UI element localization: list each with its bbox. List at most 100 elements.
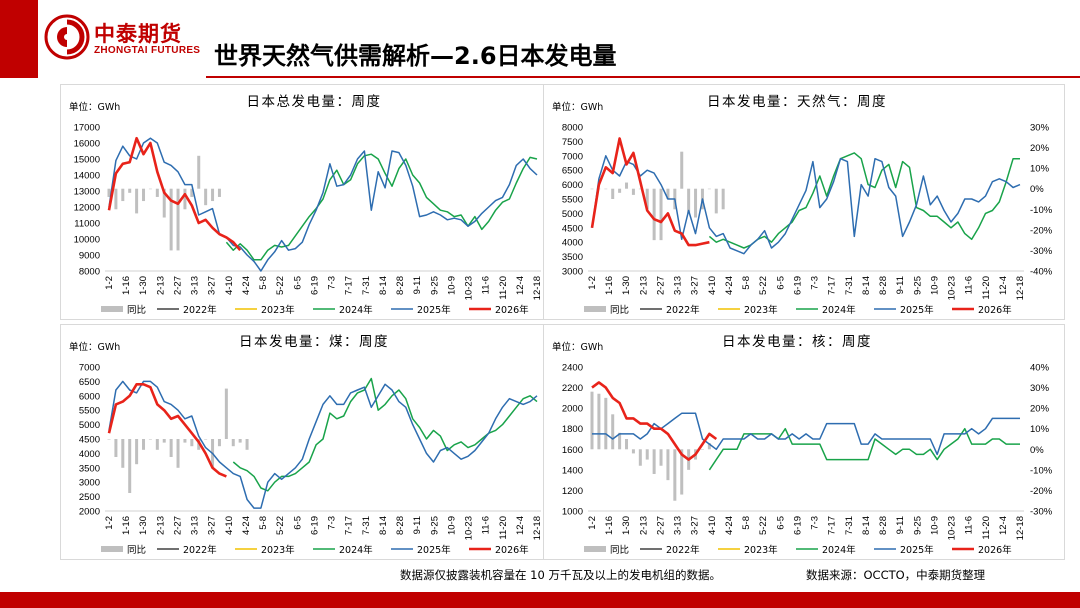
- unit-label: 单位：GWh: [69, 101, 120, 113]
- y-tick-label: 4500: [562, 223, 583, 234]
- yoy-bar: [121, 439, 125, 468]
- x-tick-label: 9-11: [895, 516, 906, 534]
- legend: 同比 2022年 2023年 2024年 2025年 2026年: [584, 544, 1012, 556]
- x-tick-label: 2-13: [155, 276, 166, 295]
- x-tick-label: 9-11: [412, 516, 423, 534]
- y2-tick-label: -20%: [1030, 225, 1053, 236]
- yoy-bar: [190, 439, 194, 447]
- page-title: 世界天然气供需解析—2.6日本发电量: [214, 42, 617, 70]
- x-tick-label: 12-4: [998, 276, 1009, 295]
- x-tick-label: 3-27: [690, 276, 701, 295]
- yoy-bar: [176, 439, 180, 468]
- x-tick-label: 9-11: [412, 276, 423, 294]
- legend-swatch-yoy: [584, 546, 606, 552]
- x-tick-label: 5-8: [258, 276, 269, 290]
- x-tick-label: 1-30: [621, 276, 632, 295]
- series-line-2026: [107, 136, 242, 252]
- legend-label: 2024年: [822, 304, 856, 316]
- x-tick-label: 9-11: [895, 276, 906, 294]
- y-tick-label: 10000: [74, 235, 100, 246]
- y-tick-label: 6000: [562, 180, 583, 191]
- yoy-bar: [694, 188, 698, 218]
- x-tick-label: 6-5: [292, 516, 303, 530]
- yoy-bar: [183, 439, 187, 443]
- brand-side-bar: [0, 0, 38, 78]
- y2-tick-label: 20%: [1030, 404, 1050, 415]
- series-line-2024: [708, 152, 1020, 249]
- x-tick-label: 8-14: [378, 276, 389, 295]
- yoy-bar: [114, 188, 118, 210]
- y-tick-label: 1600: [562, 445, 583, 456]
- yoy-bar: [721, 188, 725, 210]
- x-tick-label: 5-22: [275, 276, 286, 295]
- x-tick-label: 3-27: [690, 516, 701, 535]
- legend-label: 2022年: [183, 544, 217, 556]
- brand-bottom-bar: [0, 592, 1080, 608]
- chart-title: 日本发电量：天然气：周度: [707, 93, 887, 110]
- yoy-bar: [625, 439, 629, 450]
- y-tick-label: 17000: [74, 123, 100, 134]
- yoy-bar: [155, 188, 159, 197]
- y-tick-label: 6500: [562, 166, 583, 177]
- x-tick-label: 12-4: [998, 516, 1009, 535]
- y-tick-label: 7000: [562, 151, 583, 162]
- yoy-bar: [128, 439, 132, 493]
- x-tick-label: 11-6: [964, 516, 975, 534]
- x-tick-label: 9-25: [912, 276, 923, 295]
- unit-label: 单位：GWh: [69, 341, 120, 353]
- y-tick-label: 5000: [79, 420, 100, 431]
- yoy-bar: [135, 188, 139, 214]
- y-tick-label: 1800: [562, 424, 583, 435]
- y-tick-label: 6500: [79, 377, 100, 388]
- y2-tick-label: 20%: [1030, 143, 1050, 154]
- yoy-bar: [231, 439, 235, 447]
- y-tick-label: 5000: [562, 209, 583, 220]
- y-tick-label: 1200: [562, 486, 583, 497]
- legend-label: 2023年: [744, 304, 778, 316]
- x-tick-label: 4-24: [724, 516, 735, 535]
- series-line-2024: [232, 377, 538, 492]
- legend-label: 2022年: [666, 304, 700, 316]
- x-tick-label: 9-25: [912, 516, 923, 535]
- yoy-bar: [680, 151, 684, 189]
- yoy-bar: [224, 388, 228, 439]
- y-tick-label: 5500: [79, 406, 100, 417]
- yoy-bar: [162, 439, 166, 443]
- y-tick-label: 3000: [79, 478, 100, 489]
- x-tick-label: 4-10: [707, 516, 718, 535]
- x-tick-label: 10-23: [947, 276, 958, 300]
- x-tick-label: 11-20: [981, 276, 992, 300]
- x-tick-label: 7-17: [344, 516, 355, 535]
- x-tick-label: 2-13: [638, 276, 649, 295]
- x-tick-label: 3-27: [207, 276, 218, 295]
- y-tick-label: 16000: [74, 139, 100, 150]
- x-tick-label: 11-6: [481, 276, 492, 294]
- yoy-bar: [618, 188, 622, 193]
- x-tick-label: 8-14: [378, 516, 389, 535]
- x-tick-label: 6-19: [792, 516, 803, 535]
- y-tick-label: 14000: [74, 171, 100, 182]
- x-tick-label: 7-17: [827, 276, 838, 295]
- x-tick-label: 5-8: [741, 516, 752, 530]
- y2-tick-label: 10%: [1030, 164, 1050, 175]
- x-tick-label: 5-8: [258, 516, 269, 530]
- y-tick-label: 1400: [562, 465, 583, 476]
- yoy-bar: [107, 439, 111, 440]
- legend-label: 2022年: [666, 544, 700, 556]
- y-tick-label: 3500: [562, 252, 583, 263]
- x-tick-label: 7-31: [844, 276, 855, 295]
- x-tick-label: 7-3: [327, 276, 338, 290]
- chart-title: 日本发电量：煤：周度: [239, 334, 389, 350]
- yoy-bar: [604, 188, 608, 190]
- yoy-bar: [162, 188, 166, 218]
- series-line-2026: [590, 137, 710, 247]
- legend-label: 2023年: [744, 544, 778, 556]
- y2-tick-label: -30%: [1030, 507, 1053, 518]
- x-tick-label: 2-27: [172, 276, 183, 295]
- x-tick-label: 7-31: [361, 516, 372, 535]
- yoy-bar: [121, 188, 125, 202]
- yoy-bar: [707, 188, 711, 190]
- y-tick-label: 2400: [562, 363, 583, 374]
- series-line-2024: [708, 427, 1020, 471]
- legend-label: 2024年: [339, 544, 373, 556]
